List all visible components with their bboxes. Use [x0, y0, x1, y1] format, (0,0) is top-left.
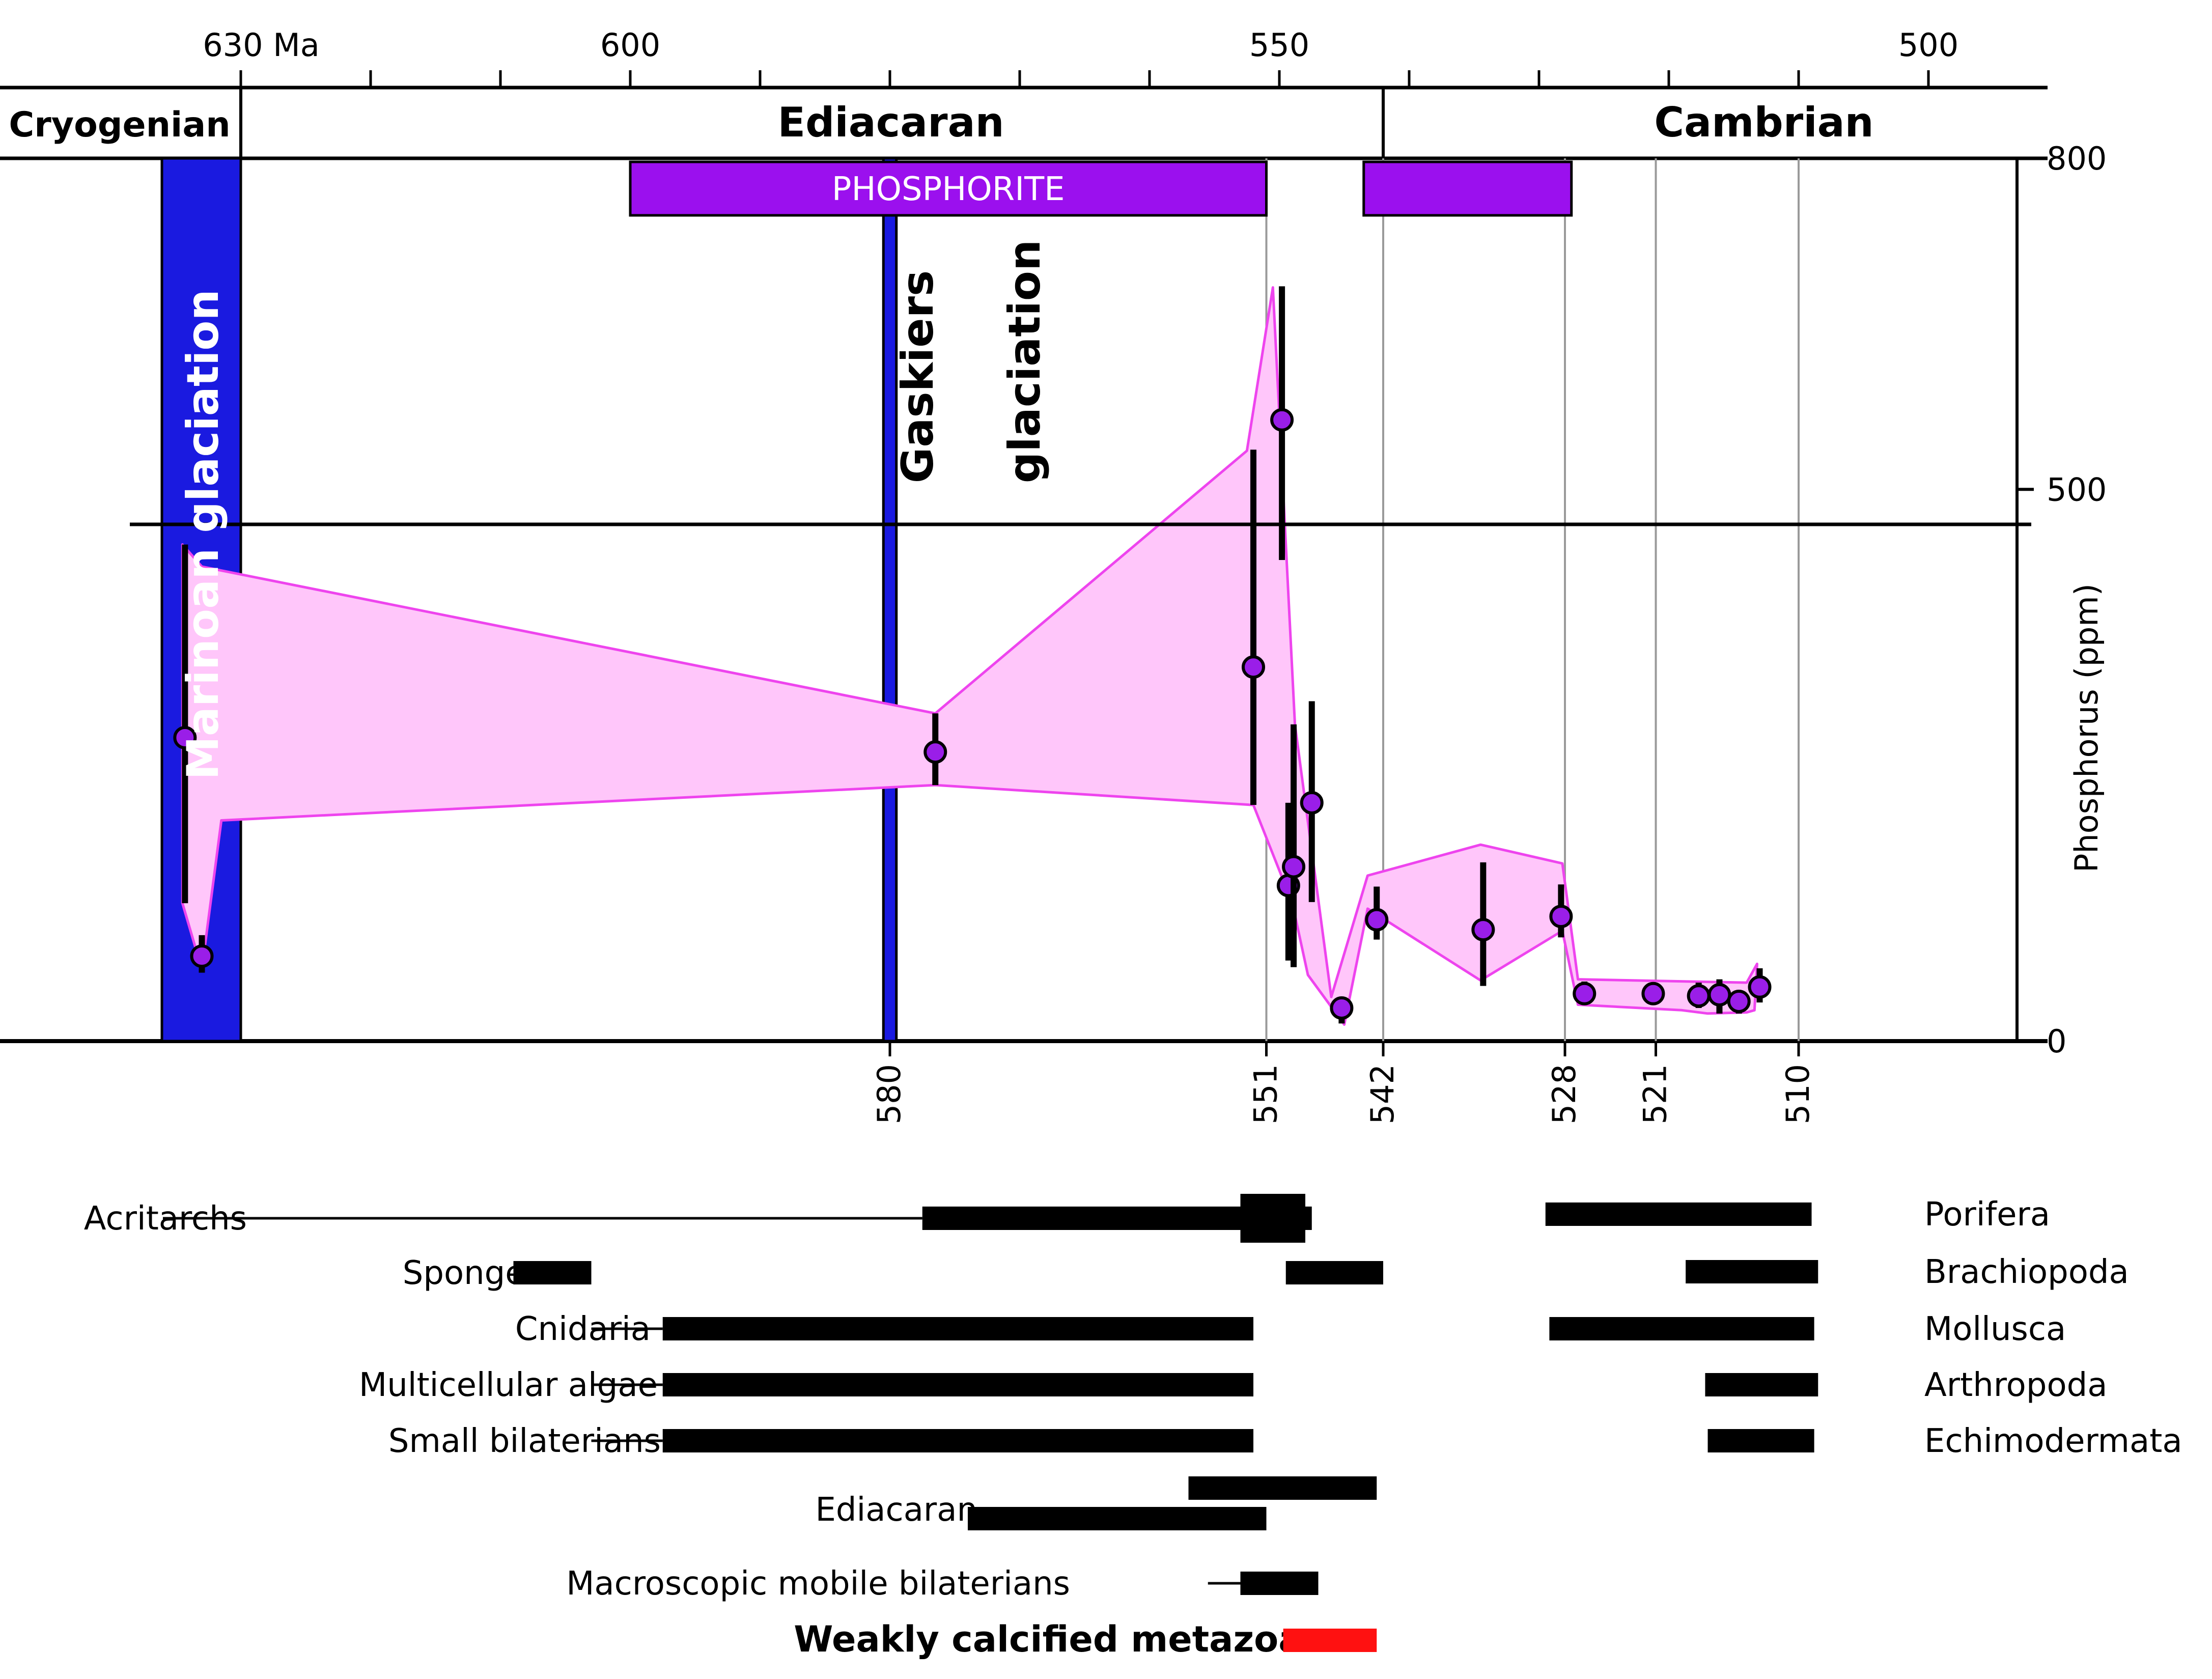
- top-tick-label: 500: [1898, 26, 1958, 64]
- data-point: [1365, 908, 1389, 932]
- phosphorus-points: [173, 286, 1772, 1024]
- taxon-range-bar: [1240, 1572, 1319, 1595]
- taxon-label: Brachiopoda: [1924, 1253, 2129, 1291]
- taxon-label: Echimodermata: [1924, 1422, 2182, 1460]
- bottom-age-label: 528: [1546, 1064, 1583, 1124]
- bottom-age-label: 551: [1247, 1064, 1284, 1124]
- taxon-range-bar: [1283, 1629, 1377, 1652]
- taxon-range-bar: [1686, 1260, 1818, 1283]
- phosphorite-label: PHOSPHORITE: [832, 171, 1065, 208]
- data-point: [1330, 996, 1354, 1020]
- top-tick-label: 600: [600, 26, 660, 64]
- bottom-age-labels: 580 551 542 528 521 510: [871, 1041, 1816, 1124]
- taxon-label: Arthropoda: [1924, 1366, 2107, 1404]
- data-point: [1242, 655, 1265, 679]
- geologic-periods: Cryogenian Ediacaran Cambrian: [9, 88, 1874, 158]
- bottom-age-label: 510: [1779, 1064, 1816, 1124]
- phosphorus-envelope-area: [181, 286, 1758, 1026]
- top-tick-label: 550: [1249, 26, 1309, 64]
- data-point: [1573, 982, 1597, 1005]
- taxon-range-bar: [662, 1317, 1253, 1340]
- bottom-age-label: 580: [871, 1064, 908, 1124]
- taxon-range-bar: [1545, 1202, 1812, 1226]
- y-axis-title: Phosphorus (ppm): [2068, 583, 2105, 873]
- period-label-ediacaran: Ediacaran: [777, 99, 1004, 146]
- marinoan-glaciation-label: Marinoan glaciation: [178, 289, 229, 779]
- phosphorite-bar: [629, 160, 1268, 217]
- phosphorus-envelope: [181, 286, 1758, 1026]
- y-tick-label: 800: [2047, 140, 2107, 177]
- top-tick-label: 630 Ma: [203, 26, 320, 64]
- phosphorite-bar: [1362, 160, 1573, 217]
- taxon-range-bar: [513, 1261, 592, 1284]
- gaskiers-label: Gaskiers: [892, 270, 943, 483]
- data-point: [1707, 983, 1731, 1006]
- taxon-range-bar: [1188, 1476, 1377, 1500]
- taxon-range-bar: [1549, 1317, 1814, 1340]
- period-label-cryogenian: Cryogenian: [9, 105, 230, 145]
- y-tick-label: 0: [2047, 1023, 2066, 1060]
- data-point: [190, 944, 214, 968]
- taxon-label: Weakly calcified metazoans: [794, 1618, 1349, 1660]
- data-point: [173, 725, 197, 749]
- data-point: [1471, 918, 1495, 942]
- data-point: [1300, 791, 1324, 815]
- taxon-label: Macroscopic mobile bilaterians: [566, 1565, 1070, 1603]
- glaciation-labels: Marinoan glaciation Gaskiers glaciation: [178, 240, 1050, 780]
- taxon-label: Ediacaran: [815, 1491, 977, 1529]
- phosphorus-y-axis: 800 500 0 Phosphorus (ppm): [130, 140, 2107, 1060]
- bottom-age-label: 542: [1364, 1064, 1401, 1124]
- data-point: [1727, 989, 1751, 1013]
- taxon-range-bar: [1285, 1261, 1383, 1284]
- data-point: [1641, 982, 1665, 1005]
- glaciation-label: glaciation: [999, 240, 1050, 483]
- taxon-range-bar: [1705, 1373, 1818, 1396]
- period-label-cambrian: Cambrian: [1654, 99, 1873, 146]
- data-point: [1748, 975, 1772, 999]
- y-tick-label: 500: [2047, 471, 2107, 508]
- taxon-range-bar: [662, 1429, 1253, 1452]
- taxon-range-bar: [1707, 1429, 1814, 1452]
- data-point: [1687, 984, 1711, 1008]
- taxon-label: Mollusca: [1924, 1310, 2066, 1348]
- top-age-axis: 630 Ma 600 550 500: [203, 26, 1958, 88]
- taxon-range-bar: [662, 1373, 1253, 1396]
- taxon-range-bar: [968, 1507, 1267, 1530]
- taxon-range-bar: [1299, 1207, 1312, 1230]
- data-point: [1270, 408, 1294, 432]
- bottom-age-label: 521: [1637, 1064, 1674, 1124]
- data-point: [1282, 855, 1306, 879]
- data-point: [923, 740, 947, 764]
- data-point: [1549, 905, 1573, 929]
- phosphorite-bars: PHOSPHORITE: [629, 160, 1573, 217]
- taxon-range-bar: [1240, 1194, 1305, 1243]
- taxon-label: Porifera: [1924, 1196, 2050, 1234]
- chart-frame: [0, 86, 2048, 1043]
- taxon-range-bar: [922, 1207, 1267, 1230]
